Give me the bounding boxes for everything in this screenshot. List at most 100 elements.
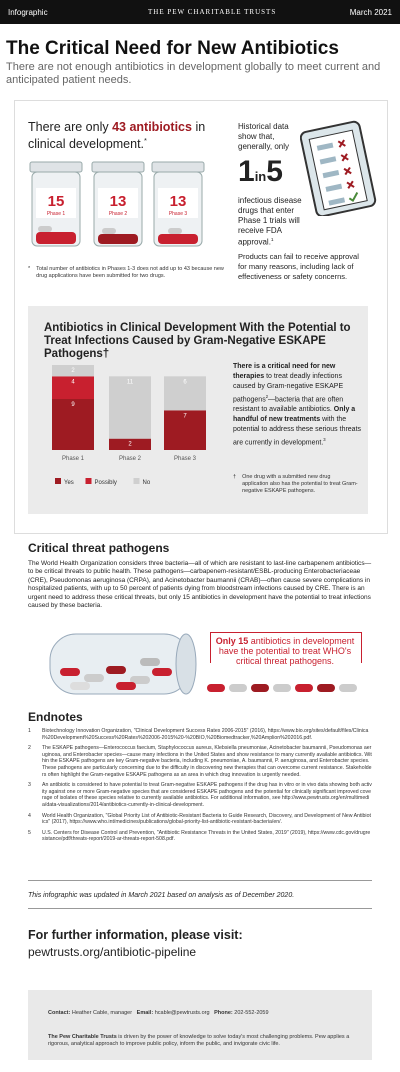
- segment-label: 2: [71, 368, 75, 374]
- header-bar: Infographic THE PEW CHARITABLE TRUSTS Ma…: [0, 0, 400, 24]
- bar-segment: [109, 376, 151, 439]
- bar-segment: [52, 399, 94, 450]
- chart-footnote-mark: †: [233, 474, 237, 480]
- bar-segment: [164, 376, 206, 411]
- segment-label: 4: [71, 379, 75, 385]
- jar-phase: Phase 3: [169, 211, 188, 217]
- endnote: 3 An antibiotic is considered to have pot…: [28, 782, 372, 808]
- about: The Pew Charitable Trusts is driven by t…: [48, 1034, 358, 1048]
- jars: 15 Phase 1 13 Phase 2 13 Phase 3: [29, 161, 205, 247]
- bar-segment: [52, 376, 94, 399]
- endnote: 2 The ESKAPE pathogens—Enterococcus faeci…: [28, 745, 372, 778]
- endnotes-heading: Endnotes: [28, 710, 83, 724]
- phone-label: Phone:: [214, 1010, 233, 1016]
- footnote: * Total number of antibiotics in Phases 1…: [28, 266, 228, 280]
- endnote: 4 World Health Organization, "Global Prio…: [28, 813, 372, 826]
- jar-label: [98, 188, 138, 218]
- note-ref: 2: [265, 394, 269, 399]
- callout-frame: [210, 632, 362, 663]
- stat-ratio: 1in5: [238, 156, 283, 193]
- legend-swatch: [133, 478, 140, 484]
- note-text: with the potential to address these seri…: [233, 416, 362, 447]
- header-date: March 2021: [349, 8, 392, 17]
- segment-label: 9: [71, 402, 75, 408]
- intro: There are only 43 antibiotics in clinica…: [28, 120, 228, 151]
- legend-swatch: [85, 478, 92, 484]
- stat-in: in: [254, 169, 267, 184]
- x-tick-label: Phase 2: [119, 456, 142, 462]
- endnote: 1 Biotechnology Innovation Organization, …: [28, 728, 372, 741]
- intro-emphasis: 43 antibiotics: [112, 120, 192, 134]
- segment-label: 6: [183, 379, 187, 385]
- footnote-text: Total number of antibiotics in Phases 1-…: [36, 266, 224, 279]
- jar-label: [158, 188, 198, 218]
- endnote-text: Biotechnology Innovation Organization, "…: [42, 728, 369, 741]
- pills-row: [207, 684, 357, 692]
- bar-segment: [52, 365, 94, 377]
- segment-label: 11: [127, 379, 134, 385]
- email-label: Email:: [136, 1010, 154, 1016]
- callout-text: antibiotics in development have the pote…: [218, 636, 355, 666]
- segment-label: 2: [128, 442, 132, 448]
- callout-emphasis: Only 15: [215, 636, 249, 646]
- further-url[interactable]: pewtrusts.org/antibiotic-pipeline: [28, 945, 197, 959]
- jar-count: 13: [170, 193, 187, 210]
- bar-segment: [164, 410, 206, 450]
- endnote: 5 U.S. Centers for Disease Control and Pr…: [28, 830, 372, 843]
- jar-count: 13: [110, 193, 127, 210]
- intro-text: in clinical development.: [28, 120, 206, 152]
- about-org: The Pew Charitable Trusts: [48, 1034, 117, 1040]
- stat-text: infectious disease drugs that enter Phas…: [238, 196, 302, 247]
- note-emphasis: Only a handful of new treatments: [233, 406, 356, 424]
- further-heading: For further information, please visit:: [28, 928, 243, 942]
- endnote-number: 4: [28, 812, 31, 819]
- jar-count: 15: [48, 193, 65, 210]
- chart-footnote: † One drug with a submitted new drug appl…: [233, 474, 358, 495]
- endnote-number: 5: [28, 829, 31, 836]
- contact-name: Heather Cable, manager: [71, 1010, 133, 1016]
- main-panel: [14, 100, 388, 534]
- stat-rest: infectious disease drugs that enter Phas…: [238, 196, 318, 248]
- legend-swatch: [55, 478, 61, 484]
- endnote-number: 1: [28, 728, 31, 734]
- footnote-mark: *: [28, 266, 31, 272]
- pills-illustration: [49, 633, 197, 695]
- x-tick-label: Phase 3: [174, 456, 197, 462]
- email[interactable]: hcable@pewtrusts.org: [154, 1010, 210, 1016]
- footer: [28, 990, 372, 1060]
- chart-title: Antibiotics in Clinical Development With…: [44, 322, 351, 360]
- legend-label: Possibly: [95, 480, 117, 486]
- contact-label: Contact:: [48, 1010, 71, 1016]
- segment-label: 7: [183, 413, 187, 419]
- chart-footnote-text: One drug with a submitted new drug appli…: [242, 474, 358, 494]
- endnote-number: 2: [28, 745, 31, 752]
- about-text: is driven by the power of knowledge to s…: [48, 1034, 350, 1047]
- intro-mark: *: [144, 136, 147, 145]
- subtitle: There are not enough antibiotics in deve…: [6, 61, 381, 86]
- pills: [36, 226, 198, 244]
- endnote-text: World Health Organization, "Global Prior…: [42, 812, 371, 826]
- phone: 202-552-2059: [234, 1010, 269, 1016]
- intro-text: There are only: [28, 120, 113, 134]
- stat-lead: Historical data show that, generally, on…: [238, 122, 289, 151]
- header-org: THE PEW CHARITABLE TRUSTS: [148, 8, 277, 16]
- jar-phase: Phase 1: [47, 211, 66, 217]
- stat-ref: 1: [270, 238, 274, 243]
- x-tick-label: Phase 1: [62, 456, 85, 462]
- endnote-number: 3: [28, 782, 31, 789]
- clipboard-icon: [300, 120, 377, 216]
- note-ref: 3: [323, 437, 326, 443]
- rule: [28, 880, 372, 881]
- contact-line: Contact: Heather Cable, manager Email: h…: [48, 1010, 269, 1017]
- legend-label: Yes: [64, 480, 74, 486]
- note-text: —bacteria that are often resistant to av…: [233, 396, 344, 414]
- note-text: to treat deadly infections caused by Gra…: [233, 373, 344, 404]
- jar-label: [36, 188, 76, 218]
- jar-phase: Phase 2: [109, 211, 128, 217]
- section-heading: Critical threat pathogens: [28, 541, 170, 555]
- legend-label: No: [143, 480, 151, 486]
- endnote-text: An antibiotic is considered to have pote…: [42, 782, 372, 808]
- stat-note: Products can fail to receive approval fo…: [238, 252, 359, 281]
- stat-number: 1: [238, 155, 255, 188]
